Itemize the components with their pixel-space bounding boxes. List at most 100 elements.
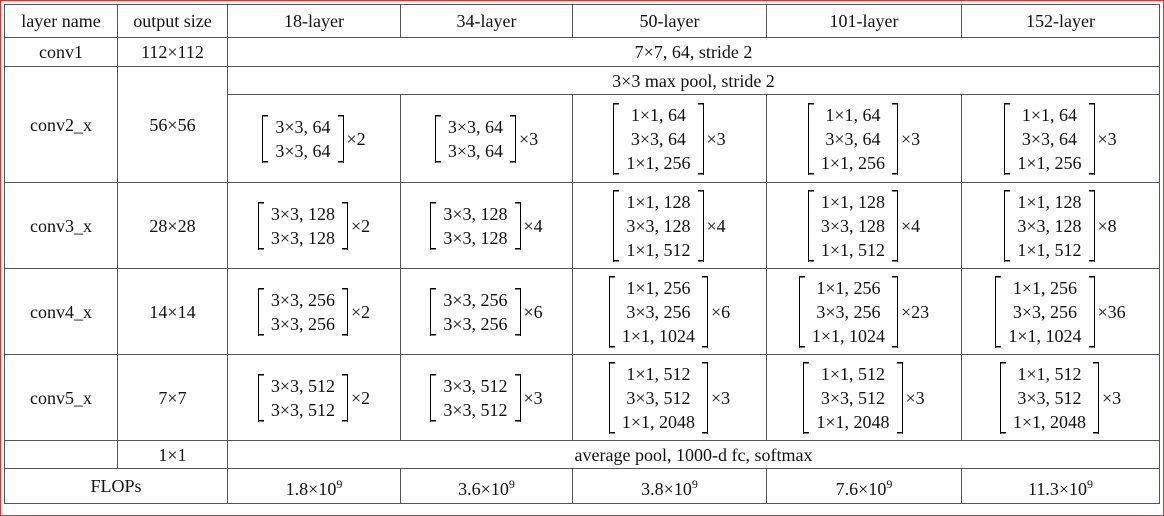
bracket: 3×3, 64 3×3, 64 — [262, 114, 344, 163]
bracket: 1×1, 256 3×3, 256 1×1, 1024 — [608, 275, 708, 348]
block: 3×3, 256 3×3, 256 ×2 — [228, 287, 400, 336]
block-line: 1×1, 256 — [626, 277, 691, 298]
block-line: 1×1, 512 — [820, 363, 885, 384]
repeat: ×3 — [1102, 387, 1122, 408]
block-line: 3×3, 512 — [270, 375, 335, 396]
block-line: 1×1, 128 — [626, 191, 691, 212]
table-row: conv4_x 14×14 3×3, 256 3×3, 256 ×2 3×3, 256 3×… — [4, 268, 1160, 355]
bracket: 1×1, 128 3×3, 128 1×1, 512 — [613, 189, 704, 262]
block-cell: 1×1, 64 3×3, 64 1×1, 256 ×3 — [572, 94, 767, 183]
block-line: 3×3, 256 — [443, 313, 508, 334]
block-cell: 3×3, 128 3×3, 128 ×4 — [400, 182, 573, 269]
flops-base: 3.8×10 — [641, 478, 692, 499]
block-line: 3×3, 128 — [443, 227, 508, 248]
block-line: 3×3, 64 — [630, 128, 686, 149]
block-line: 1×1, 64 — [630, 104, 686, 125]
flops-base: 7.6×10 — [835, 478, 887, 499]
repeat: ×6 — [523, 301, 543, 322]
layer-spec: 7×7, 64, stride 2 — [227, 37, 1160, 67]
layer-name: conv2_x — [4, 66, 118, 183]
block-line: 3×3, 512 — [443, 399, 508, 420]
block-line: 3×3, 128 — [443, 203, 508, 224]
bracket: 3×3, 128 3×3, 128 — [430, 201, 521, 250]
table-row: conv3_x 28×28 3×3, 128 3×3, 128 ×2 3×3, 128 3×… — [4, 182, 1160, 269]
flops-cell: 3.6×109 — [400, 468, 573, 504]
block: 3×3, 64 3×3, 64 ×2 — [228, 114, 400, 163]
bracket: 3×3, 512 3×3, 512 — [257, 373, 348, 422]
repeat: ×4 — [901, 215, 921, 236]
block-line: 3×3, 64 — [447, 116, 503, 137]
repeat: ×8 — [1097, 215, 1117, 236]
block-line: 1×1, 1024 — [1008, 325, 1082, 346]
repeat: ×2 — [346, 128, 366, 149]
column-header: layer name — [4, 4, 118, 38]
bracket: 1×1, 512 3×3, 512 1×1, 2048 — [999, 361, 1099, 434]
column-header: 34-layer — [400, 4, 573, 38]
block-cell: 1×1, 64 3×3, 64 1×1, 256 ×3 — [961, 94, 1160, 183]
bracket: 1×1, 512 3×3, 512 1×1, 2048 — [608, 361, 708, 434]
block-cell: 3×3, 256 3×3, 256 ×6 — [400, 268, 573, 355]
repeat: ×2 — [351, 215, 371, 236]
bracket: 3×3, 256 3×3, 256 — [257, 287, 348, 336]
block-line: 1×1, 2048 — [816, 411, 890, 432]
block: 1×1, 256 3×3, 256 1×1, 1024 ×36 — [962, 275, 1159, 348]
flops-exponent: 9 — [886, 476, 893, 491]
bracket: 1×1, 128 3×3, 128 1×1, 512 — [1004, 189, 1095, 262]
bracket: 3×3, 512 3×3, 512 — [430, 373, 521, 422]
block-cell: 1×1, 256 3×3, 256 1×1, 1024 ×36 — [961, 268, 1160, 355]
table-row: conv5_x 7×7 3×3, 512 3×3, 512 ×2 3×3, 512 3×3,… — [4, 354, 1160, 441]
block-cell: 1×1, 128 3×3, 128 1×1, 512 ×8 — [961, 182, 1160, 269]
layer-name: conv3_x — [4, 182, 118, 269]
block-cell: 1×1, 256 3×3, 256 1×1, 1024 ×23 — [766, 268, 962, 355]
table-row: 1×1 average pool, 1000-d fc, softmax — [4, 440, 1160, 469]
block: 1×1, 64 3×3, 64 1×1, 256 ×3 — [962, 102, 1159, 175]
block-line: 1×1, 1024 — [621, 325, 695, 346]
block-line: 3×3, 256 — [1012, 301, 1077, 322]
block-line: 3×3, 128 — [626, 215, 691, 236]
table-row: 3×3, 64 3×3, 64 ×2 3×3, 64 3×3, 64 ×3 1×1, 64 3… — [5, 94, 1160, 183]
bracket: 1×1, 512 3×3, 512 1×1, 2048 — [803, 361, 903, 434]
repeat: ×3 — [905, 387, 925, 408]
block: 1×1, 128 3×3, 128 1×1, 512 ×4 — [573, 189, 766, 262]
block-line: 3×3, 512 — [443, 375, 508, 396]
repeat: ×36 — [1097, 301, 1126, 322]
block-line: 1×1, 128 — [1017, 191, 1082, 212]
column-header: 152-layer — [961, 4, 1160, 38]
block-line: 1×1, 128 — [820, 191, 885, 212]
block-line: 1×1, 2048 — [621, 411, 695, 432]
block: 1×1, 64 3×3, 64 1×1, 256 ×3 — [573, 102, 766, 175]
block-cell: 1×1, 128 3×3, 128 1×1, 512 ×4 — [572, 182, 767, 269]
block: 1×1, 512 3×3, 512 1×1, 2048 ×3 — [767, 361, 961, 434]
flops-base: 1.8×10 — [285, 478, 337, 499]
bracket: 1×1, 64 3×3, 64 1×1, 256 — [613, 102, 704, 175]
block-line: 3×3, 64 — [825, 128, 881, 149]
block-cell: 1×1, 512 3×3, 512 1×1, 2048 ×3 — [766, 354, 962, 441]
output-size: 1×1 — [117, 440, 228, 469]
table-row: FLOPs 1.8×109 3.6×109 3.8×109 7.6×109 11.3×10… — [4, 468, 1160, 504]
block-line: 1×1, 256 — [816, 277, 881, 298]
repeat: ×3 — [1097, 128, 1117, 149]
block-line: 3×3, 128 — [270, 227, 335, 248]
block: 1×1, 256 3×3, 256 1×1, 1024 ×6 — [573, 275, 766, 348]
column-header: output size — [117, 4, 228, 38]
architecture-table: layer name output size 18-layer 34-layer 50-… — [4, 4, 1160, 504]
block-cell: 3×3, 64 3×3, 64 ×3 — [400, 94, 573, 183]
block: 1×1, 512 3×3, 512 1×1, 2048 ×3 — [573, 361, 766, 434]
flops-base: 3.6×10 — [458, 478, 509, 499]
block-line: 1×1, 1024 — [811, 325, 885, 346]
repeat: ×2 — [351, 387, 371, 408]
block-line: 3×3, 512 — [626, 387, 691, 408]
repeat: ×2 — [351, 301, 371, 322]
block-line: 1×1, 64 — [825, 104, 881, 125]
block-line: 1×1, 512 — [626, 363, 691, 384]
pool-spec: 3×3 max pool, stride 2 — [227, 66, 1160, 95]
block-line: 3×3, 64 — [1021, 128, 1077, 149]
repeat: ×3 — [523, 387, 543, 408]
block-line: 3×3, 512 — [270, 399, 335, 420]
bracket: 3×3, 128 3×3, 128 — [257, 201, 348, 250]
block-line: 3×3, 512 — [1017, 387, 1082, 408]
flops-cell: 3.8×109 — [572, 468, 767, 504]
bracket: 1×1, 64 3×3, 64 1×1, 256 — [807, 102, 898, 175]
block-cell: 1×1, 64 3×3, 64 1×1, 256 ×3 — [766, 94, 962, 183]
